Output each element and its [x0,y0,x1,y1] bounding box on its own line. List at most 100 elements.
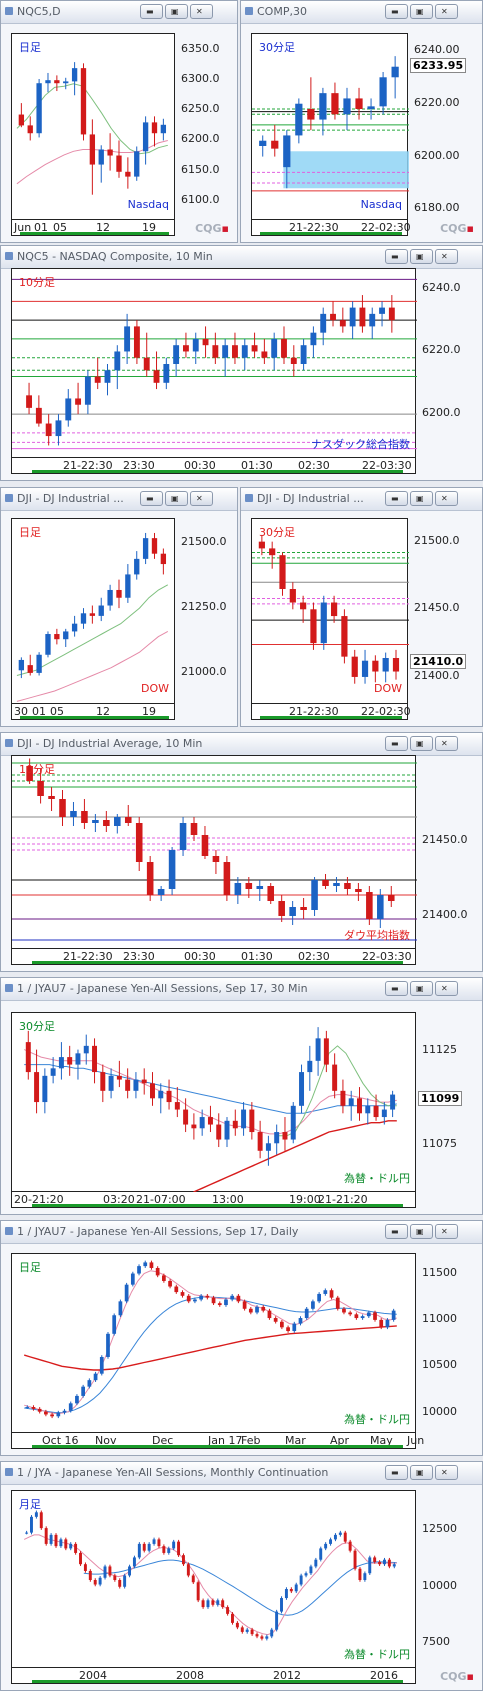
close-button[interactable]: ✕ [435,1465,458,1480]
plot-area[interactable] [11,1253,416,1433]
minimize-icon: ▬ [391,494,399,503]
candle [216,1598,220,1607]
minimize-button[interactable]: ▬ [385,1224,408,1239]
minimize-button[interactable]: ▬ [385,736,408,751]
plot-area[interactable] [11,518,175,704]
candle [275,1609,279,1632]
restore-icon: ▣ [416,739,424,748]
plot-area[interactable] [251,33,409,220]
restore-button[interactable]: ▣ [165,491,188,506]
timeframe-label: 日足 [19,526,41,539]
title-bar[interactable]: COMP,30 ▬ ▣ ✕ [241,1,482,24]
candle [357,1087,362,1121]
close-button[interactable]: ✕ [435,249,458,264]
restore-button[interactable]: ▣ [410,736,433,751]
minimize-button[interactable]: ▬ [385,1465,408,1480]
title-bar[interactable]: NQC5 - NASDAQ Composite, 10 Min ▬ ▣ ✕ [1,246,482,269]
candle [255,1305,259,1315]
chart-window-jyau7-30min[interactable]: 1 / JYAU7 - Japanese Yen-All Sessions, S… [0,977,483,1215]
restore-button[interactable]: ▣ [410,249,433,264]
chart-window-nqc5-daily[interactable]: NQC5,D ▬ ▣ ✕ 日足 Nasdaq 6350.0 6300.0 6250.0 6200.… [0,0,238,243]
restore-button[interactable]: ▣ [410,1465,433,1480]
minimize-button[interactable]: ▬ [385,249,408,264]
chart-window-jyau7-daily[interactable]: 1 / JYAU7 - Japanese Yen-All Sessions, S… [0,1220,483,1456]
candle [323,1030,329,1073]
chart-window-dji-daily[interactable]: DJI - DJ Industrial ... ▬ ▣ ✕ 日足 DOW 21500.0 21… [0,487,238,727]
instrument-label: ダウ平均指数 [344,929,410,942]
minimize-button[interactable]: ▬ [385,491,408,506]
candle [283,130,291,189]
candle [49,1533,53,1546]
minimize-button[interactable]: ▬ [140,4,163,19]
x-tick-label: 20-21:20 [14,1193,64,1206]
chart-window-comp-30min[interactable]: COMP,30 ▬ ▣ ✕ 30分足 Nasdaq 6240.00 6220.00 6200.0… [240,0,483,243]
title-bar[interactable]: 1 / JYA - Japanese Yen-All Sessions, Mon… [1,1462,482,1485]
plot-area[interactable] [11,1490,416,1668]
title-bar[interactable]: DJI - DJ Industrial Average, 10 Min ▬ ▣ ✕ [1,733,482,756]
candle [223,856,231,901]
y-tick-label: 6150.0 [181,162,220,176]
title-bar[interactable]: 1 / JYAU7 - Japanese Yen-All Sessions, S… [1,1221,482,1244]
plot-area[interactable] [11,755,417,949]
candle [193,1297,197,1304]
close-button[interactable]: ✕ [190,4,213,19]
minimize-button[interactable]: ▬ [385,4,408,19]
plot-svg [23,1260,397,1419]
candle [56,1410,61,1419]
plot-area[interactable] [11,33,175,220]
restore-button[interactable]: ▣ [410,1224,433,1239]
plot-area[interactable] [11,1012,416,1193]
minimize-button[interactable]: ▬ [140,491,163,506]
plot-area[interactable] [11,268,417,458]
x-tick-label: 23:30 [123,459,155,472]
candle [339,307,346,333]
candle [269,541,276,569]
close-button[interactable]: ✕ [435,4,458,19]
close-button[interactable]: ✕ [435,491,458,506]
candle [87,1378,92,1389]
x-tick-label: 05 [50,705,64,718]
title-bar[interactable]: DJI - DJ Industrial ... ▬ ▣ ✕ [1,488,237,511]
close-button[interactable]: ✕ [435,981,458,996]
minimize-button[interactable]: ▬ [385,981,408,996]
close-button[interactable]: ✕ [190,491,213,506]
candle [34,1510,38,1519]
candle [25,1405,30,1409]
chart-window-nqc5-10min[interactable]: NQC5 - NASDAQ Composite, 10 Min ▬ ▣ ✕ 10分足 ナス… [0,245,483,481]
x-tick-label: 00:30 [184,459,216,472]
title-bar[interactable]: DJI - DJ Industrial ... ▬ ▣ ✕ [241,488,482,511]
chart-window-jya-monthly[interactable]: 1 / JYA - Japanese Yen-All Sessions, Mon… [0,1461,483,1691]
restore-button[interactable]: ▣ [410,4,433,19]
close-button[interactable]: ✕ [435,1224,458,1239]
restore-button[interactable]: ▣ [165,4,188,19]
candle [373,1094,379,1121]
restore-button[interactable]: ▣ [410,981,433,996]
window-icon [245,494,253,502]
title-bar[interactable]: 1 / JYAU7 - Japanese Yen-All Sessions, S… [1,978,482,1001]
candle [230,1294,235,1302]
candle [71,62,78,96]
candle [245,1627,249,1634]
close-button[interactable]: ✕ [435,736,458,751]
x-axis: Oct 16 Nov Dec Jan 17 Feb Mar Apr May Jun [11,1433,424,1449]
title-bar[interactable]: NQC5,D ▬ ▣ ✕ [1,1,237,24]
chart-window-dji-30min[interactable]: DJI - DJ Industrial ... ▬ ▣ ✕ 30分足 DOW 21500.0… [240,487,483,727]
restore-button[interactable]: ▣ [410,491,433,506]
candle [155,1266,160,1278]
plot-area[interactable] [251,518,409,704]
candle [304,1306,309,1320]
candle [366,886,373,925]
instrument-label: DOW [373,682,402,695]
instrument-label: 為替・ドル円 [344,1413,410,1426]
candle [348,1310,353,1317]
y-tick-label: 21400.0 [422,908,468,921]
chart-window-dji-10min[interactable]: DJI - DJ Industrial Average, 10 Min ▬ ▣ ✕ 10… [0,732,483,972]
x-tick-label: 22-03:30 [362,459,412,472]
candle [294,1582,298,1594]
y-tick-label: 6220.00 [414,95,460,109]
candle [355,883,362,901]
candle [392,1562,396,1569]
moving-average-blue [24,1296,397,1414]
candle [212,332,219,364]
candle [298,1316,303,1326]
